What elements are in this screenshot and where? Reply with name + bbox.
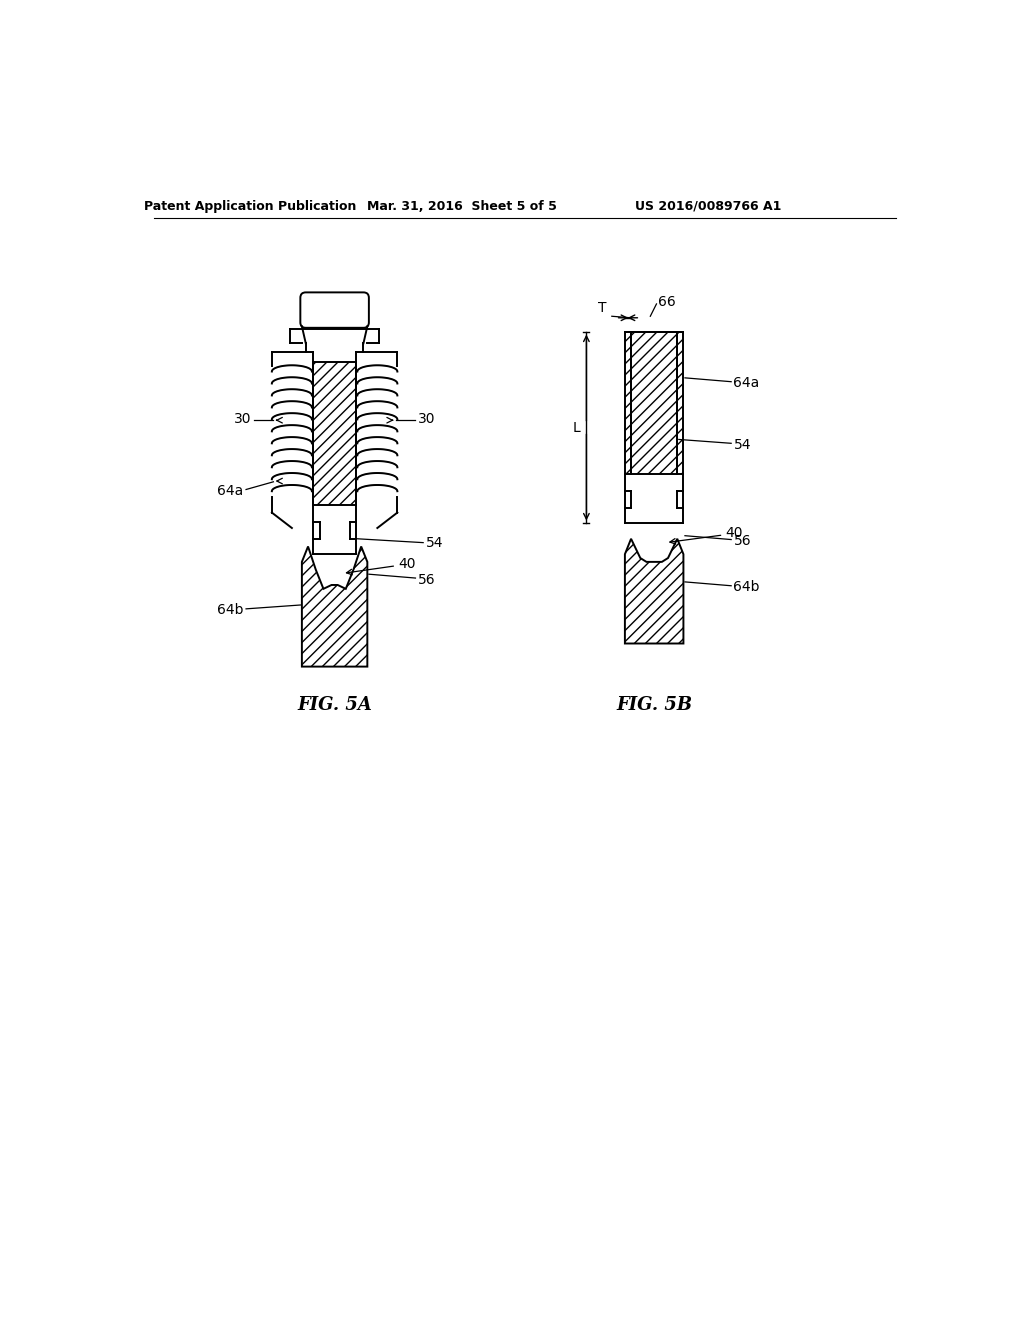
Text: Mar. 31, 2016  Sheet 5 of 5: Mar. 31, 2016 Sheet 5 of 5	[367, 199, 557, 213]
Text: FIG. 5A: FIG. 5A	[297, 696, 372, 714]
Text: 40: 40	[398, 557, 416, 572]
Polygon shape	[677, 331, 683, 474]
Polygon shape	[625, 331, 631, 474]
Text: 56: 56	[733, 535, 751, 548]
Text: 64a: 64a	[733, 376, 760, 391]
Text: 40: 40	[726, 527, 743, 540]
Text: 54: 54	[425, 536, 443, 550]
Text: L: L	[572, 421, 581, 434]
Text: 66: 66	[658, 296, 676, 309]
Text: 30: 30	[233, 412, 252, 425]
Text: 64b: 64b	[217, 603, 244, 618]
Text: 56: 56	[418, 573, 435, 586]
Polygon shape	[631, 331, 677, 474]
Text: FIG. 5B: FIG. 5B	[616, 696, 692, 714]
Text: US 2016/0089766 A1: US 2016/0089766 A1	[635, 199, 781, 213]
Polygon shape	[302, 546, 368, 667]
Text: 64a: 64a	[217, 484, 244, 498]
Text: T: T	[598, 301, 606, 314]
Text: 64b: 64b	[733, 581, 760, 594]
Polygon shape	[313, 362, 355, 506]
Polygon shape	[625, 539, 683, 644]
Text: 54: 54	[733, 438, 751, 451]
Text: 30: 30	[418, 412, 435, 425]
Text: Patent Application Publication: Patent Application Publication	[143, 199, 356, 213]
